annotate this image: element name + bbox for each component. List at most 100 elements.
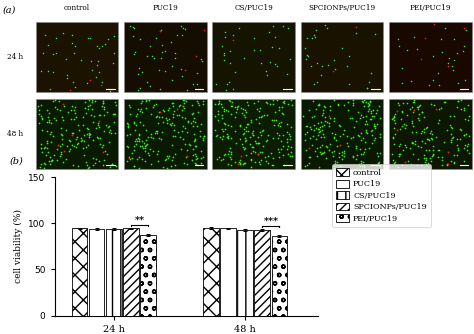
Point (138, 138, 146, 143)
Point (125, 102, 132, 108)
Point (108, 162, 116, 167)
Point (323, 26, 331, 31)
Point (85, 97, 92, 103)
Point (226, 146, 233, 151)
Point (410, 99, 418, 105)
Point (316, 126, 323, 132)
Point (240, 161, 248, 166)
Point (39, 50, 46, 55)
Point (189, 111, 196, 116)
Point (318, 73, 325, 78)
Point (448, 125, 456, 131)
Point (420, 156, 428, 161)
Point (131, 143, 138, 149)
Point (130, 148, 138, 153)
Point (169, 101, 176, 106)
Point (185, 119, 192, 124)
Point (147, 162, 155, 167)
Point (315, 164, 322, 170)
Point (104, 36, 111, 42)
Point (323, 144, 330, 150)
Point (161, 157, 169, 163)
Point (173, 32, 181, 37)
Point (42, 152, 50, 157)
Point (179, 26, 186, 31)
Point (191, 137, 199, 143)
Point (447, 158, 455, 163)
Point (255, 140, 263, 145)
Point (359, 151, 367, 157)
Bar (203, 228, 219, 316)
Point (264, 133, 272, 138)
Point (191, 132, 198, 137)
Point (110, 34, 118, 39)
Point (158, 43, 165, 48)
Point (189, 103, 196, 108)
Point (178, 129, 185, 134)
Point (390, 142, 398, 147)
Point (108, 130, 115, 135)
Point (395, 44, 402, 49)
Point (403, 113, 411, 118)
Point (225, 123, 232, 128)
Point (400, 121, 408, 126)
Point (348, 115, 356, 121)
Point (44, 68, 52, 74)
Point (301, 132, 309, 137)
Point (225, 161, 232, 166)
Point (216, 135, 224, 140)
Point (219, 113, 226, 118)
Point (218, 136, 226, 141)
Point (136, 136, 143, 142)
Point (48, 158, 56, 163)
Point (199, 137, 207, 143)
Point (423, 125, 431, 130)
Point (220, 52, 228, 58)
Point (93, 43, 101, 48)
Point (357, 131, 365, 136)
Point (395, 151, 403, 156)
Point (418, 139, 426, 144)
Point (349, 153, 356, 159)
Point (329, 153, 337, 158)
Point (441, 99, 449, 105)
Point (336, 142, 344, 148)
Point (154, 120, 162, 125)
Point (371, 122, 378, 127)
Point (398, 80, 405, 86)
Point (142, 128, 150, 133)
Text: (a): (a) (2, 5, 16, 14)
Point (220, 108, 228, 114)
Point (69, 79, 77, 85)
Bar (123, 228, 139, 316)
Point (333, 159, 340, 164)
Point (191, 151, 199, 157)
Point (256, 105, 264, 111)
Point (138, 143, 146, 149)
Point (105, 139, 112, 144)
Point (394, 165, 402, 170)
Point (146, 98, 153, 103)
Point (37, 102, 45, 108)
Point (215, 155, 222, 160)
Point (224, 135, 232, 141)
Point (137, 100, 145, 106)
Point (250, 35, 257, 40)
Point (310, 114, 317, 119)
Point (220, 106, 228, 112)
Point (313, 60, 321, 65)
Point (162, 116, 170, 121)
Point (427, 156, 434, 161)
Point (199, 135, 206, 140)
Point (376, 164, 383, 169)
Point (159, 165, 166, 170)
Point (85, 131, 92, 136)
Point (257, 133, 264, 138)
Point (156, 86, 164, 91)
Point (416, 118, 423, 123)
Point (361, 146, 369, 152)
Point (364, 100, 372, 106)
Point (176, 134, 183, 139)
Point (157, 137, 165, 142)
Point (129, 34, 137, 39)
